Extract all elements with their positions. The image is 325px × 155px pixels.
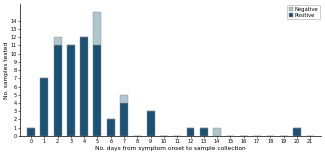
Y-axis label: No. samples tested: No. samples tested xyxy=(4,41,9,99)
Bar xyxy=(120,95,128,103)
Bar xyxy=(67,45,75,136)
Bar xyxy=(93,12,101,45)
Legend: Negative, Positive: Negative, Positive xyxy=(287,5,320,19)
Bar xyxy=(54,45,61,136)
Bar xyxy=(107,120,115,136)
Bar xyxy=(293,128,301,136)
Bar xyxy=(120,103,128,136)
Bar xyxy=(80,37,88,136)
Bar xyxy=(54,37,61,45)
Bar xyxy=(40,78,48,136)
Bar xyxy=(93,45,101,136)
Bar xyxy=(27,128,35,136)
X-axis label: No. days from symptom onset to sample collection: No. days from symptom onset to sample co… xyxy=(95,146,246,151)
Bar xyxy=(147,111,155,136)
Bar xyxy=(200,128,208,136)
Bar xyxy=(213,128,221,136)
Bar xyxy=(187,128,194,136)
